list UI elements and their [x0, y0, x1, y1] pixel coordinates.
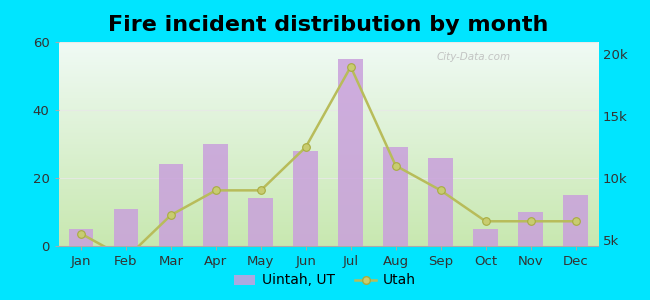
Text: City-Data.com: City-Data.com	[436, 52, 510, 62]
Bar	[203, 144, 228, 246]
Bar	[428, 158, 453, 246]
Bar	[248, 198, 273, 246]
Bar	[114, 208, 138, 246]
Bar	[159, 164, 183, 246]
Bar	[518, 212, 543, 246]
Legend: Uintah, UT, Utah: Uintah, UT, Utah	[228, 268, 422, 293]
Bar	[339, 59, 363, 246]
Bar	[563, 195, 588, 246]
Bar	[384, 147, 408, 246]
Bar	[293, 151, 318, 246]
Title: Fire incident distribution by month: Fire incident distribution by month	[108, 15, 549, 35]
Bar	[473, 229, 498, 246]
Bar	[69, 229, 94, 246]
